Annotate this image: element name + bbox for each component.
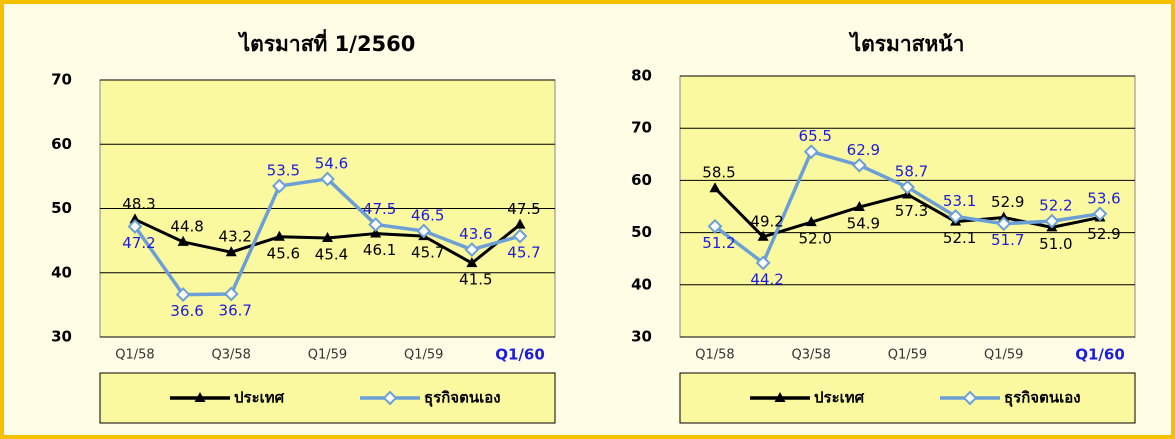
data-label: 53.6 xyxy=(1087,189,1120,207)
data-label: 52.9 xyxy=(1087,225,1120,243)
x-tick-label: Q1/59 xyxy=(984,348,1023,363)
data-point xyxy=(851,157,867,173)
data-label: 46.5 xyxy=(411,206,444,224)
data-point xyxy=(464,242,480,258)
y-tick-label: 40 xyxy=(631,275,652,293)
data-label: 58.5 xyxy=(702,164,735,182)
data-point xyxy=(416,223,432,239)
data-label: 54.9 xyxy=(847,215,880,233)
legend-label: ธุรกิจตนเอง xyxy=(1004,389,1081,408)
y-tick-label: 70 xyxy=(51,71,72,89)
data-point xyxy=(273,230,285,241)
x-tick-label: Q3/58 xyxy=(792,348,831,363)
x-tick-label: Q1/58 xyxy=(115,348,154,363)
y-tick-label: 70 xyxy=(631,119,652,137)
data-point xyxy=(320,171,335,187)
data-label: 43.6 xyxy=(459,225,492,243)
legend-label: ประเทศ xyxy=(814,389,865,407)
data-point xyxy=(225,246,237,257)
data-point xyxy=(707,218,723,234)
legend-marker xyxy=(194,392,206,402)
data-point xyxy=(370,227,382,238)
y-tick-label: 40 xyxy=(51,263,72,281)
legend-marker xyxy=(774,392,786,402)
data-point xyxy=(853,201,865,212)
data-label: 48.3 xyxy=(122,195,155,213)
data-label: 45.6 xyxy=(267,244,300,262)
data-label: 45.4 xyxy=(315,246,348,264)
data-label: 51.7 xyxy=(991,231,1024,249)
data-point xyxy=(757,230,769,241)
data-point xyxy=(322,232,333,243)
data-label: 47.5 xyxy=(363,200,396,218)
data-label: 46.1 xyxy=(363,241,396,259)
y-tick-label: 60 xyxy=(631,171,652,189)
data-label: 49.2 xyxy=(750,212,783,230)
data-label: 53.5 xyxy=(267,162,300,180)
data-point xyxy=(223,286,239,302)
data-point xyxy=(175,287,191,303)
data-label: 54.6 xyxy=(315,154,348,172)
plot-area xyxy=(679,75,1136,338)
data-label: 44.2 xyxy=(750,270,783,288)
data-label: 43.2 xyxy=(219,228,252,246)
y-tick-label: 50 xyxy=(631,223,652,241)
chart-title: ไตรมาสที่ 1/2560 xyxy=(238,28,416,56)
data-label: 41.5 xyxy=(459,271,492,289)
data-point xyxy=(466,257,478,268)
data-label: 52.1 xyxy=(943,229,976,247)
legend-marker xyxy=(382,390,398,406)
data-label: 36.7 xyxy=(219,301,252,319)
legend-label: ประเทศ xyxy=(234,389,285,407)
data-label: 57.3 xyxy=(895,202,928,220)
data-point xyxy=(514,218,526,229)
legend-label: ธุรกิจตนเอง xyxy=(424,389,501,408)
data-point xyxy=(709,182,721,193)
data-point xyxy=(900,179,915,195)
data-label: 51.2 xyxy=(702,234,735,252)
data-label: 52.2 xyxy=(1039,197,1072,215)
x-tick-label: Q3/58 xyxy=(212,348,251,363)
data-label: 58.7 xyxy=(895,163,928,181)
data-label: 44.8 xyxy=(170,217,203,235)
data-label: 65.5 xyxy=(799,127,832,145)
y-tick-label: 50 xyxy=(51,199,72,217)
data-point xyxy=(368,217,384,232)
data-label: 53.1 xyxy=(943,192,976,210)
data-point xyxy=(755,255,771,271)
x-tick-label: Q1/60 xyxy=(1075,346,1125,364)
data-label: 45.7 xyxy=(507,244,540,262)
data-label: 62.9 xyxy=(847,141,880,159)
data-point xyxy=(177,235,189,246)
data-point xyxy=(805,216,817,227)
data-point xyxy=(948,209,964,224)
y-tick-label: 30 xyxy=(51,328,72,346)
data-point xyxy=(127,219,143,234)
data-label: 36.6 xyxy=(170,302,203,320)
data-label: 47.5 xyxy=(507,200,540,218)
x-tick-label: Q1/60 xyxy=(495,346,545,364)
data-point xyxy=(129,213,141,224)
data-label: 45.7 xyxy=(411,244,444,262)
data-point xyxy=(1092,206,1108,222)
x-tick-label: Q1/59 xyxy=(404,348,443,363)
x-tick-label: Q1/59 xyxy=(308,348,347,363)
data-label: 52.0 xyxy=(799,230,832,248)
y-tick-label: 60 xyxy=(51,135,72,153)
data-label: 52.9 xyxy=(991,193,1024,211)
y-tick-label: 80 xyxy=(631,67,652,85)
x-tick-label: Q1/58 xyxy=(695,348,734,363)
data-point xyxy=(1044,213,1060,229)
data-point xyxy=(996,216,1012,232)
legend-marker xyxy=(962,390,978,406)
data-point xyxy=(271,178,287,194)
data-point xyxy=(512,228,528,244)
x-tick-label: Q1/59 xyxy=(888,348,927,363)
data-point xyxy=(803,144,819,160)
data-label: 47.2 xyxy=(122,234,155,252)
chart-title: ไตรมาสหน้า xyxy=(849,31,965,56)
y-tick-label: 30 xyxy=(631,328,652,346)
data-label: 51.0 xyxy=(1039,235,1072,253)
